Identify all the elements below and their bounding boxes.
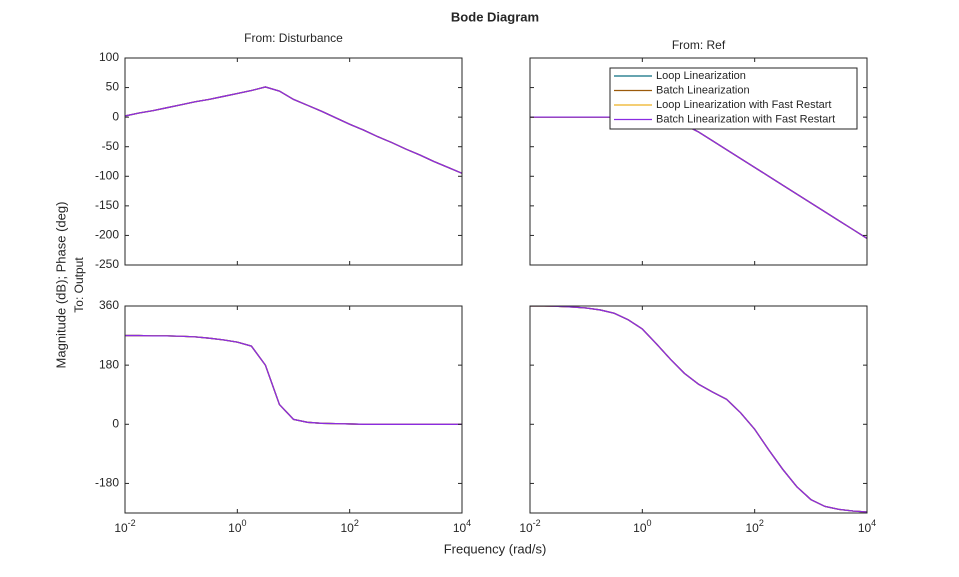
y-axis-label: Magnitude (dB); Phase (deg): [53, 202, 68, 369]
x-tick-label-base: 10: [340, 521, 354, 535]
x-tick-label-exponent: 4: [466, 518, 471, 528]
x-tick-label: 100: [633, 518, 651, 535]
x-tick-label-exponent: 0: [242, 518, 247, 528]
legend-label: Loop Linearization with Fast Restart: [656, 99, 831, 111]
y-tick-label: -180: [95, 476, 119, 490]
x-tick-label-base: 10: [519, 521, 533, 535]
axes-frame: [124, 305, 463, 514]
x-tick-label: 104: [858, 518, 876, 535]
axes-frame: [529, 305, 868, 514]
x-tick-label: 104: [453, 518, 471, 535]
legend-label: Loop Linearization: [656, 70, 746, 82]
y-tick-label: 180: [99, 357, 119, 371]
y-tick-label: -50: [102, 139, 120, 153]
x-tick-label-base: 10: [228, 521, 242, 535]
y-tick-label: -150: [95, 198, 119, 212]
x-tick-label: 102: [340, 518, 358, 535]
y-tick-label: 0: [112, 109, 119, 123]
x-tick-label-base: 10: [114, 521, 128, 535]
x-tick-label-exponent: -2: [533, 518, 541, 528]
x-tick-label-base: 10: [858, 521, 872, 535]
legend-label: Batch Linearization with Fast Restart: [656, 113, 835, 125]
axes-frame: [529, 57, 868, 266]
x-tick-label-exponent: 2: [354, 518, 359, 528]
series-line: [530, 116, 867, 239]
x-tick-label-exponent: 4: [871, 518, 876, 528]
y-tick-label: -100: [95, 168, 119, 182]
x-tick-label-exponent: 2: [759, 518, 764, 528]
subplot-title: From: Disturbance: [244, 31, 343, 45]
legend-box: [609, 67, 858, 130]
x-tick-label-exponent: -2: [128, 518, 136, 528]
series-line: [125, 86, 462, 174]
x-tick-label: 102: [745, 518, 763, 535]
y-tick-label: -200: [95, 228, 119, 242]
y-tick-label: 0: [112, 416, 119, 430]
x-tick-label: 100: [228, 518, 246, 535]
x-tick-label-base: 10: [633, 521, 647, 535]
x-tick-label-exponent: 0: [647, 518, 652, 528]
series-line: [530, 306, 867, 513]
subplot-title: From: Ref: [672, 38, 726, 52]
figure-title: Bode Diagram: [451, 9, 539, 24]
y-tick-label: 100: [99, 50, 119, 64]
series-line: [125, 334, 462, 425]
x-tick-label: 10-2: [519, 518, 540, 535]
y-tick-label: 360: [99, 298, 119, 312]
row-label: To: Output: [72, 257, 86, 313]
axes-frame: [124, 57, 463, 266]
y-tick-label: 50: [106, 80, 120, 94]
x-tick-label-base: 10: [745, 521, 759, 535]
legend-label: Batch Linearization: [656, 84, 750, 96]
x-axis-label: Frequency (rad/s): [444, 541, 547, 556]
x-tick-label: 10-2: [114, 518, 135, 535]
x-tick-label-base: 10: [453, 521, 467, 535]
y-tick-label: -250: [95, 257, 119, 271]
